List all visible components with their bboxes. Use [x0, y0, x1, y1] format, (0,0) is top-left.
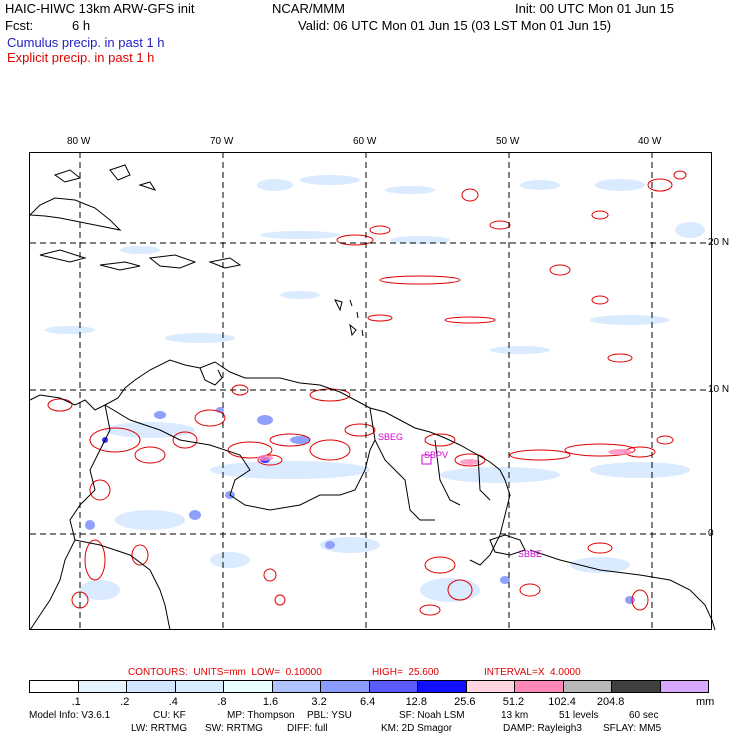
colorbar-tick-label: 102.4: [548, 696, 576, 708]
org-label: NCAR/MMM: [272, 1, 345, 16]
colorbar-swatch: [660, 681, 708, 692]
lon-label-80w: 80 W: [67, 136, 91, 147]
station-markers: [421, 454, 432, 465]
colorbar-tick-label: 1.6: [262, 696, 279, 708]
lon-label-60w: 60 W: [353, 136, 377, 147]
model-info-line2: LW: RRTMG SW: RRTMG DIFF: full KM: 2D Smago…: [29, 723, 719, 736]
station-sbbe: SBBE: [518, 549, 543, 559]
model-info-item: KM: 2D Smagor: [381, 723, 453, 734]
model-info-item: DIFF: full: [287, 723, 328, 734]
colorbar-swatch: [224, 681, 273, 692]
colorbar-unit: mm: [696, 696, 715, 708]
model-info-item: 13 km: [501, 710, 529, 721]
lat-label-0: 0: [708, 528, 714, 539]
colorbar: [29, 680, 709, 693]
explicit-precip-fill: [257, 449, 632, 465]
colorbar-tick-label: 204.8: [596, 696, 625, 708]
colorbar-swatch: [321, 681, 370, 692]
init-time: Init: 00 UTC Mon 01 Jun 15: [515, 1, 674, 16]
colorbar-swatch: [30, 681, 79, 692]
colorbar-tick-label: .2: [120, 696, 130, 708]
colorbar-tick-label: .4: [168, 696, 178, 708]
model-info-item: SFLAY: MM5: [603, 723, 662, 734]
colorbar-tick-label: 25.6: [454, 696, 476, 708]
model-info-item: 51 levels: [559, 710, 599, 721]
model-info-item: SW: RRTMG: [205, 723, 263, 734]
model-info-item: DAMP: Rayleigh3: [503, 723, 582, 734]
lat-lon-grid: [30, 152, 711, 630]
model-info-item: MP: Thompson: [227, 710, 295, 721]
cumulus-legend: Cumulus precip. in past 1 h: [7, 35, 165, 50]
valid-time: Valid: 06 UTC Mon 01 Jun 15 (03 LST Mon …: [298, 18, 612, 33]
colorbar-swatch: [127, 681, 176, 692]
model-info-line1: Model Info: V3.6.1 CU: KF MP: Thompson PBL:…: [29, 710, 719, 723]
lon-label-70w: 70 W: [210, 136, 234, 147]
map-frame: [29, 152, 712, 630]
explicit-precip-contours: [47, 170, 687, 616]
model-info-item: Model Info: V3.6.1: [29, 710, 111, 721]
model-info-item: PBL: YSU: [307, 710, 352, 721]
colorbar-swatch: [272, 681, 321, 692]
colorbar-swatch: [612, 681, 661, 692]
explicit-legend: Explicit precip. in past 1 h: [7, 50, 155, 65]
colorbar-tick-label: 3.2: [311, 696, 327, 708]
lon-label-50w: 50 W: [496, 136, 520, 147]
lat-label-20n: 20 N: [708, 237, 730, 248]
colorbar-tick-label: 6.4: [360, 696, 376, 708]
colorbar-tick-label: 51.2: [502, 696, 525, 708]
model-info-item: LW: RRTMG: [131, 723, 188, 734]
colorbar-swatch: [515, 681, 564, 692]
cumulus-precip-areas: [45, 175, 705, 602]
model-info-item: CU: KF: [153, 710, 186, 721]
station-sbpv: SBPV: [424, 450, 449, 460]
colorbar-swatch: [466, 681, 515, 692]
fcst-value: 6 h: [72, 18, 91, 33]
colorbar-swatch: [175, 681, 224, 692]
lon-label-40w: 40 W: [638, 136, 662, 147]
colorbar-swatch: [369, 681, 418, 692]
colorbar-swatch: [78, 681, 127, 692]
contours-interval: INTERVAL=X 4.0000: [484, 667, 581, 678]
contours-high: HIGH= 25.600: [372, 667, 439, 678]
colorbar-swatch: [563, 681, 612, 692]
model-info-item: 60 sec: [629, 710, 659, 721]
model-info-item: SF: Noah LSM: [399, 710, 465, 721]
station-sbeg: SBEG: [378, 432, 404, 442]
coastlines: [28, 164, 716, 631]
lat-label-10n: 10 N: [708, 384, 730, 395]
fcst-label: Fcst:: [5, 18, 34, 33]
colorbar-swatch: [418, 681, 467, 692]
colorbar-tick-label: 12.8: [405, 696, 427, 708]
colorbar-tick-label: .8: [217, 696, 227, 708]
colorbar-tick-label: .1: [71, 696, 81, 708]
contours-info: CONTOURS: UNITS=mm LOW= 0.10000: [128, 667, 322, 678]
model-title: HAIC-HIWC 13km ARW-GFS init: [5, 1, 195, 16]
